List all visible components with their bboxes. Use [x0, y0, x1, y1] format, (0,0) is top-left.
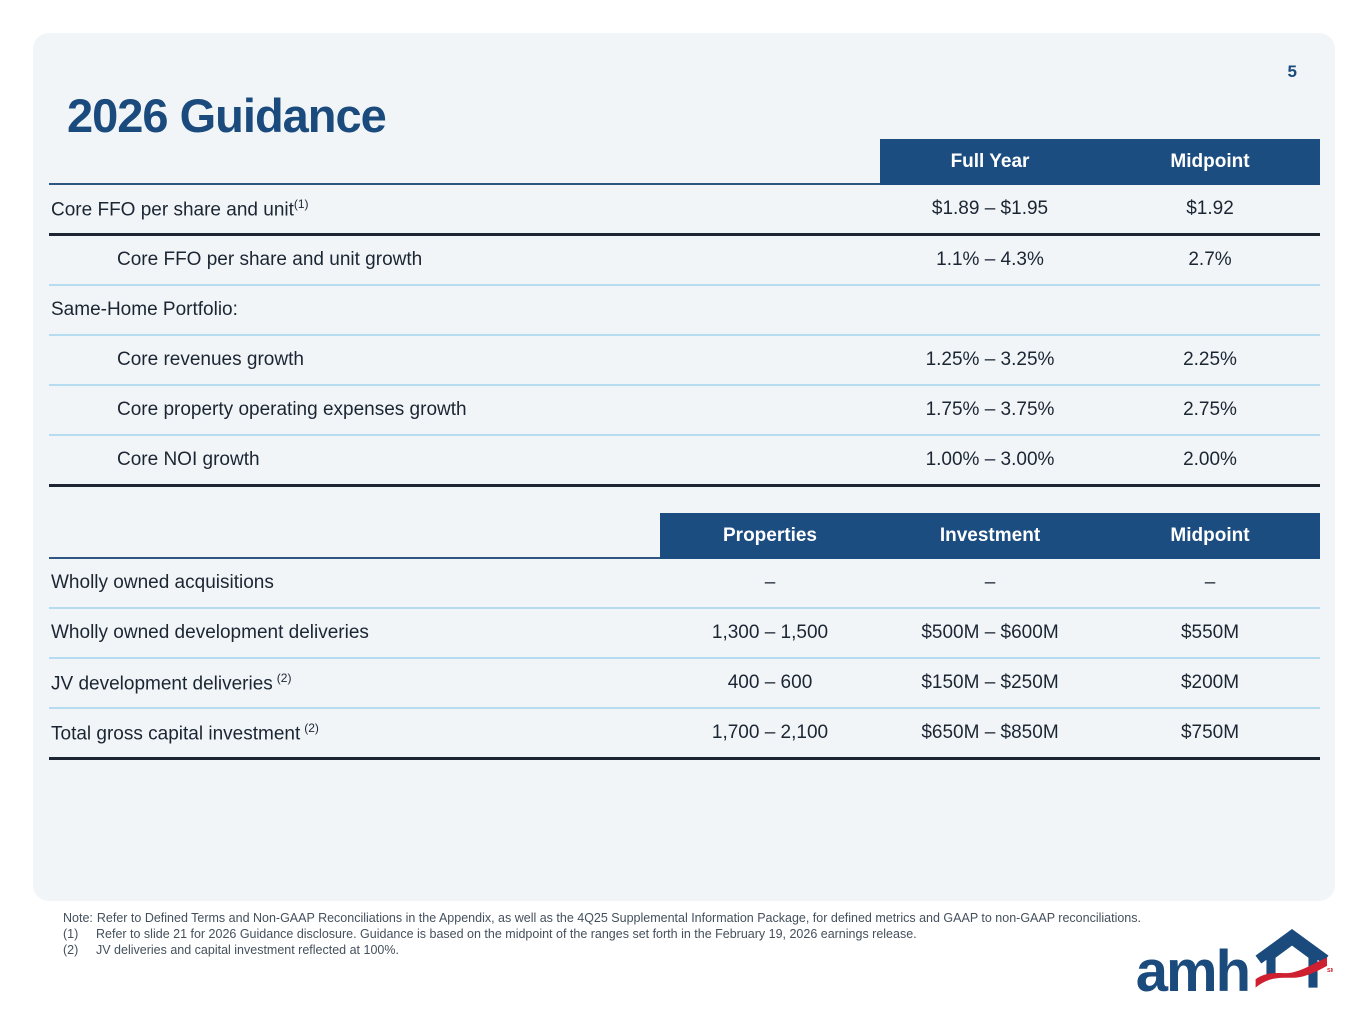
cell-value: 2.25% — [1183, 349, 1237, 370]
amh-logo: amh SM — [1135, 926, 1336, 1004]
table-row: Core NOI growth 1.00% – 3.00% 2.00% — [49, 436, 1320, 487]
row-label-cell: JV development deliveries (2) — [49, 671, 660, 695]
amh-house-icon: SM — [1251, 926, 1336, 1001]
row-label-cell: Core revenues growth — [49, 349, 880, 371]
row-label-cell: Same-Home Portfolio: — [49, 299, 880, 321]
cell-value: $650M – $850M — [921, 722, 1059, 743]
header-spacer — [49, 139, 880, 185]
column-header: Full Year — [880, 139, 1100, 185]
row-label: Core NOI growth — [117, 449, 260, 470]
cell-value: 1.75% – 3.75% — [925, 399, 1055, 420]
cell-value: $750M — [1180, 722, 1240, 743]
note-marker: Note: — [63, 911, 93, 925]
footnote-ref: (2) — [276, 670, 292, 685]
row-label-cell: Total gross capital investment (2) — [49, 721, 660, 745]
table-header-row: Properties Investment Midpoint — [49, 513, 1320, 559]
row-label: Core property operating expenses growth — [117, 399, 467, 420]
row-label: Core FFO per share and unit growth — [117, 249, 423, 270]
cell-value: 400 – 600 — [727, 672, 813, 693]
svg-text:SM: SM — [1327, 968, 1333, 974]
note-marker: (2) — [63, 943, 79, 957]
cell-value: – — [764, 572, 776, 593]
footnotes: Note: Refer to Defined Terms and Non-GAA… — [63, 910, 1141, 958]
row-label-cell: Wholly owned development deliveries — [49, 622, 660, 644]
note-line: Note: Refer to Defined Terms and Non-GAA… — [63, 910, 1141, 926]
row-label: JV development deliveries — [51, 673, 273, 695]
note-text: Refer to slide 21 for 2026 Guidance disc… — [96, 927, 917, 941]
table-row: Wholly owned development deliveries 1,300… — [49, 609, 1320, 659]
table-row: Core property operating expenses growth 1… — [49, 386, 1320, 436]
cell-value: 2.00% — [1183, 449, 1237, 470]
guidance-table-ffo: Full Year Midpoint Core FFO per share and … — [49, 139, 1320, 487]
amh-logo-text: amh — [1135, 939, 1251, 1004]
guidance-table-capital: Properties Investment Midpoint Wholly owned… — [49, 513, 1320, 760]
cell-value: 1,700 – 2,100 — [711, 722, 829, 743]
row-label-cell: Core FFO per share and unit(1) — [49, 197, 880, 221]
cell-value: 2.7% — [1188, 249, 1232, 270]
row-label-cell: Core FFO per share and unit growth — [49, 249, 880, 271]
table-row: Core revenues growth 1.25% – 3.25% 2.25% — [49, 336, 1320, 386]
cell-value: – — [1204, 572, 1216, 593]
cell-value: – — [984, 572, 996, 593]
table-row: Core FFO per share and unit(1) $1.89 – $1… — [49, 185, 1320, 236]
cell-value: $1.92 — [1186, 198, 1234, 219]
cell-value: $150M – $250M — [921, 672, 1059, 693]
header-spacer — [49, 513, 660, 559]
row-label-cell: Core property operating expenses growth — [49, 399, 880, 421]
table-row: JV development deliveries (2) 400 – 600 $15… — [49, 659, 1320, 709]
row-label-cell: Wholly owned acquisitions — [49, 572, 660, 594]
cell-value: $550M — [1180, 622, 1240, 643]
cell-value: 1,300 – 1,500 — [711, 622, 829, 643]
column-header: Investment — [880, 513, 1100, 559]
column-header: Midpoint — [1100, 513, 1320, 559]
note-marker: (1) — [63, 927, 79, 941]
cell-value: 1.25% – 3.25% — [925, 349, 1055, 370]
note-line: (1) Refer to slide 21 for 2026 Guidance … — [63, 926, 1141, 942]
table-row: Wholly owned acquisitions – – – — [49, 559, 1320, 609]
cell-value: $200M — [1180, 672, 1240, 693]
table-row: Core FFO per share and unit growth 1.1% –… — [49, 236, 1320, 286]
cell-value: 1.1% – 4.3% — [936, 249, 1044, 270]
row-label: Same-Home Portfolio: — [51, 299, 238, 320]
footnote-ref: (2) — [304, 720, 319, 735]
page-number: 5 — [1287, 62, 1297, 81]
table-row: Same-Home Portfolio: — [49, 286, 1320, 336]
cell-value: 2.75% — [1183, 399, 1237, 420]
row-label: Wholly owned acquisitions — [51, 572, 274, 593]
cell-value: $1.89 – $1.95 — [931, 198, 1049, 219]
note-line: (2) JV deliveries and capital investment… — [63, 942, 1141, 958]
page-title: 2026 Guidance — [67, 89, 387, 143]
table-header-row: Full Year Midpoint — [49, 139, 1320, 185]
note-text: Refer to Defined Terms and Non-GAAP Reco… — [96, 911, 1141, 925]
row-label-cell: Core NOI growth — [49, 449, 880, 471]
note-text: JV deliveries and capital investment ref… — [96, 943, 399, 957]
row-label: Total gross capital investment — [51, 723, 301, 745]
cell-value: $500M – $600M — [921, 622, 1059, 643]
footnote-ref: (1) — [293, 196, 309, 211]
column-header: Properties — [660, 513, 880, 559]
table-row: Total gross capital investment (2) 1,700 –… — [49, 709, 1320, 760]
row-label: Core FFO per share and unit — [51, 199, 294, 221]
row-label: Core revenues growth — [117, 349, 304, 370]
column-header: Midpoint — [1100, 139, 1320, 185]
cell-value: 1.00% – 3.00% — [925, 449, 1055, 470]
row-label: Wholly owned development deliveries — [51, 622, 369, 643]
